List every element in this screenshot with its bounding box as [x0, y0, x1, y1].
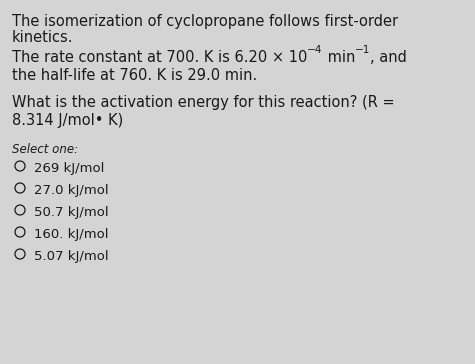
Text: The isomerization of cyclopropane follows first-order: The isomerization of cyclopropane follow… [12, 14, 398, 29]
Text: kinetics.: kinetics. [12, 30, 74, 45]
Text: 269 kJ/mol: 269 kJ/mol [34, 162, 104, 175]
Text: min: min [323, 50, 355, 65]
Text: −4: −4 [307, 45, 323, 55]
Text: , and: , and [370, 50, 408, 65]
Text: Select one:: Select one: [12, 143, 78, 156]
Text: 50.7 kJ/mol: 50.7 kJ/mol [34, 206, 109, 219]
Text: 27.0 kJ/mol: 27.0 kJ/mol [34, 184, 109, 197]
Text: The rate constant at 700. K is 6.20 × 10: The rate constant at 700. K is 6.20 × 10 [12, 50, 307, 65]
Text: the half-life at 760. K is 29.0 min.: the half-life at 760. K is 29.0 min. [12, 68, 257, 83]
Text: −1: −1 [355, 45, 370, 55]
Text: 5.07 kJ/mol: 5.07 kJ/mol [34, 250, 109, 263]
Text: 8.314 J/mol• K): 8.314 J/mol• K) [12, 113, 123, 128]
Text: What is the activation energy for this reaction? (R =: What is the activation energy for this r… [12, 95, 395, 110]
Text: 160. kJ/mol: 160. kJ/mol [34, 228, 108, 241]
